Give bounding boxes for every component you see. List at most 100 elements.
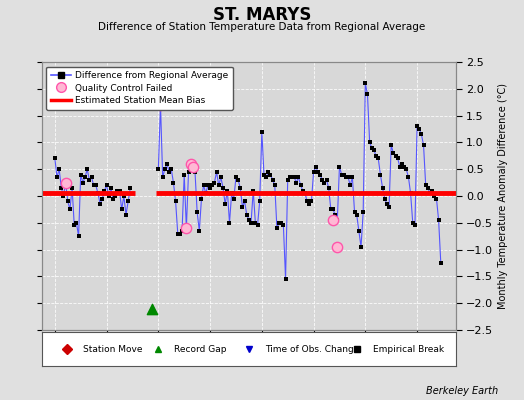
Point [59,193,68,199]
Point [238,204,247,210]
Point [197,196,205,202]
Text: Difference of Station Temperature Data from Regional Average: Difference of Station Temperature Data f… [99,22,425,32]
Point [409,220,417,226]
Point [333,244,342,250]
Text: Station Move: Station Move [83,344,143,354]
Point [301,190,309,196]
Point [324,185,333,191]
Point [102,182,111,188]
Point [268,177,277,183]
Point [53,174,61,180]
Point [176,230,184,237]
Point [156,102,165,108]
Point [402,166,410,172]
Point [187,161,195,167]
Point [161,166,169,172]
Point [90,182,98,188]
Point [189,163,197,170]
Text: Record Gap: Record Gap [174,344,227,354]
Point [55,166,63,172]
Point [148,305,156,312]
Point [303,198,311,204]
Point [421,182,430,188]
Point [344,174,352,180]
Point [270,182,279,188]
Point [385,204,393,210]
Point [249,188,257,194]
Point [189,163,197,170]
Point [234,177,242,183]
Point [326,206,335,212]
Point [432,196,441,202]
Point [115,188,124,194]
Point [236,185,245,191]
Point [290,174,298,180]
Point [297,182,305,188]
Point [253,222,261,229]
Y-axis label: Monthly Temperature Anomaly Difference (°C): Monthly Temperature Anomaly Difference (… [498,83,508,309]
Point [187,161,195,167]
Point [331,212,340,218]
Point [61,179,70,186]
Point [245,217,253,223]
Point [299,188,307,194]
Point [419,142,428,148]
Point [398,161,406,167]
Point [288,174,296,180]
Point [202,190,210,196]
Point [83,166,91,172]
Point [212,169,221,175]
Point [92,182,100,188]
Point [372,152,380,159]
Point [195,228,203,234]
Point [426,190,434,196]
Point [193,209,201,215]
Point [126,185,135,191]
Point [378,185,387,191]
Point [98,196,106,202]
Point [85,177,94,183]
Point [70,222,79,229]
Point [122,212,130,218]
Point [163,161,171,167]
Point [113,188,122,194]
Point [413,123,421,130]
Point [316,171,324,178]
Text: Empirical Break: Empirical Break [373,344,444,354]
Point [391,152,400,159]
Point [309,169,318,175]
Point [333,217,342,223]
Point [173,230,182,237]
Point [262,174,270,180]
Point [383,201,391,207]
Point [430,193,439,199]
Point [396,163,404,170]
Point [227,190,236,196]
Point [424,185,432,191]
Point [214,182,223,188]
Point [210,179,219,186]
Point [260,171,268,178]
Point [346,182,354,188]
Point [365,139,374,146]
Point [404,174,412,180]
Point [415,126,423,132]
Point [340,171,348,178]
Point [74,233,83,239]
Point [368,144,376,151]
Point [57,185,66,191]
Point [351,209,359,215]
Point [105,193,113,199]
Point [370,147,378,154]
Point [363,91,372,97]
Point [436,260,445,266]
Point [312,163,320,170]
Point [318,177,326,183]
Point [184,169,193,175]
Point [335,163,344,170]
Point [348,174,356,180]
Point [376,171,385,178]
Point [107,185,115,191]
Text: Time of Obs. Change: Time of Obs. Change [266,344,360,354]
Text: ST. MARYS: ST. MARYS [213,6,311,24]
